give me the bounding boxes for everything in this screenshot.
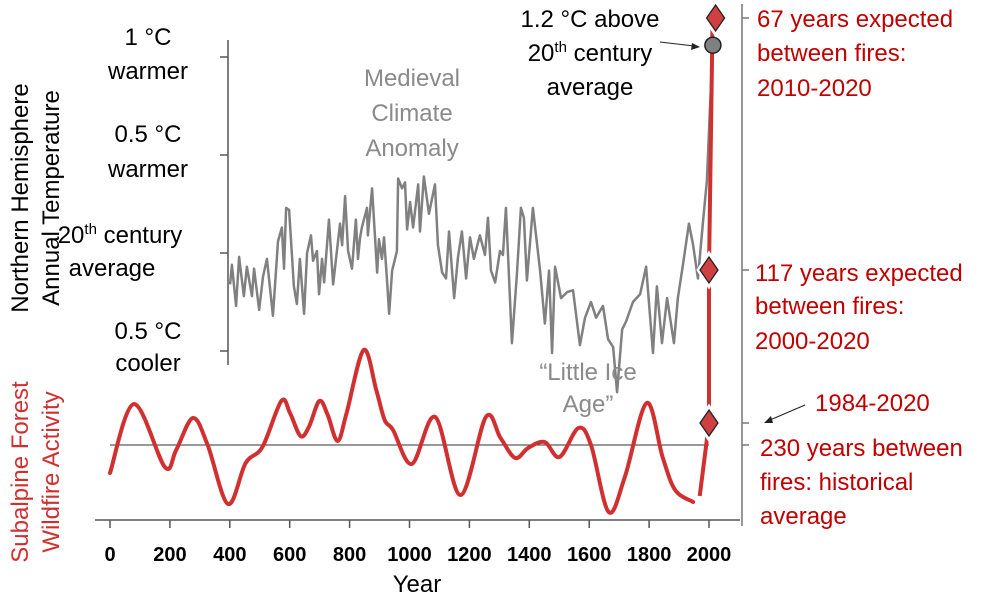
x-tick-label: 1400 [507, 544, 552, 566]
little-ice-age-line2: Age” [563, 391, 614, 418]
temp-tick-0-line1: 20th century [58, 221, 183, 249]
fire-marker-diamond [705, 3, 726, 33]
medieval-line3: Anomaly [365, 135, 458, 162]
endpoint-label-line1: 1.2 °C above [520, 6, 659, 33]
temp-tick-neg0.5-line2: cooler [115, 350, 180, 377]
x-tick-label: 1800 [627, 544, 672, 566]
medieval-line2: Climate [371, 100, 452, 127]
x-axis-label: Year [393, 571, 442, 598]
temperature-endpoint-marker [704, 36, 722, 54]
x-tick-label: 400 [213, 544, 246, 566]
marker-2010-label-line2: between fires: [757, 40, 906, 67]
temp-tick-neg0.5-line1: 0.5 °C [115, 318, 182, 345]
marker-2000-label-line3: 2000-2020 [755, 328, 870, 355]
wildfire-axis-label-line1: Subalpine Forest [7, 381, 34, 563]
marker-1984-arrow-head [764, 416, 773, 423]
endpoint-label-line3: average [547, 74, 634, 101]
x-tick-label: 0 [104, 544, 115, 566]
endpoint-label-line2: 20th century [528, 39, 653, 67]
baseline-label-line1: 230 years between [760, 435, 963, 462]
marker-1984-label: 1984-2020 [815, 390, 930, 417]
marker-2000-label-line1: 117 years expected [755, 260, 963, 287]
medieval-line1: Medieval [364, 65, 460, 92]
marker-2010-label-line1: 67 years expected [757, 6, 953, 33]
temp-tick-1-line1: 1 °C [125, 24, 172, 51]
baseline-label-line3: average [760, 503, 847, 530]
temp-tick-1-line2: warmer [107, 58, 188, 85]
wildfire-line [108, 347, 696, 515]
marker-2010-label-line3: 2010-2020 [757, 75, 872, 102]
x-tick-label: 200 [153, 544, 186, 566]
fire-marker-diamond [699, 408, 719, 438]
x-tick-label: 2000 [687, 544, 732, 566]
superscript: th [84, 221, 97, 238]
temp-tick-0.5-line1: 0.5 °C [115, 121, 182, 148]
x-tick-label: 800 [333, 544, 366, 566]
little-ice-age-line1: “Little Ice [539, 359, 636, 386]
temperature-line [228, 45, 715, 394]
endpoint-arrow-head [691, 43, 700, 50]
endpoint-arrow-line [659, 41, 695, 47]
x-tick-label: 1200 [447, 544, 492, 566]
temp-tick-0-line2: average [69, 255, 156, 282]
fire-marker-diamond [699, 255, 719, 285]
wildfire-recent-segment [707, 17, 715, 271]
superscript: th [554, 39, 567, 56]
marker-1984-arrow-line [769, 404, 806, 421]
marker-2000-label-line2: between fires: [755, 293, 904, 320]
x-tick-label: 1600 [567, 544, 612, 566]
x-tick-label: 600 [273, 544, 306, 566]
temp-tick-0.5-line2: warmer [107, 156, 188, 183]
baseline-label-line2: fires: historical [760, 469, 913, 496]
temperature-axis-label-line2: Annual Temperature [38, 90, 65, 306]
wildfire-axis-label-line2: Wildfire Activity [38, 391, 65, 552]
x-tick-label: 1000 [387, 544, 432, 566]
temperature-axis-label-line1: Northern Hemisphere [7, 83, 34, 312]
